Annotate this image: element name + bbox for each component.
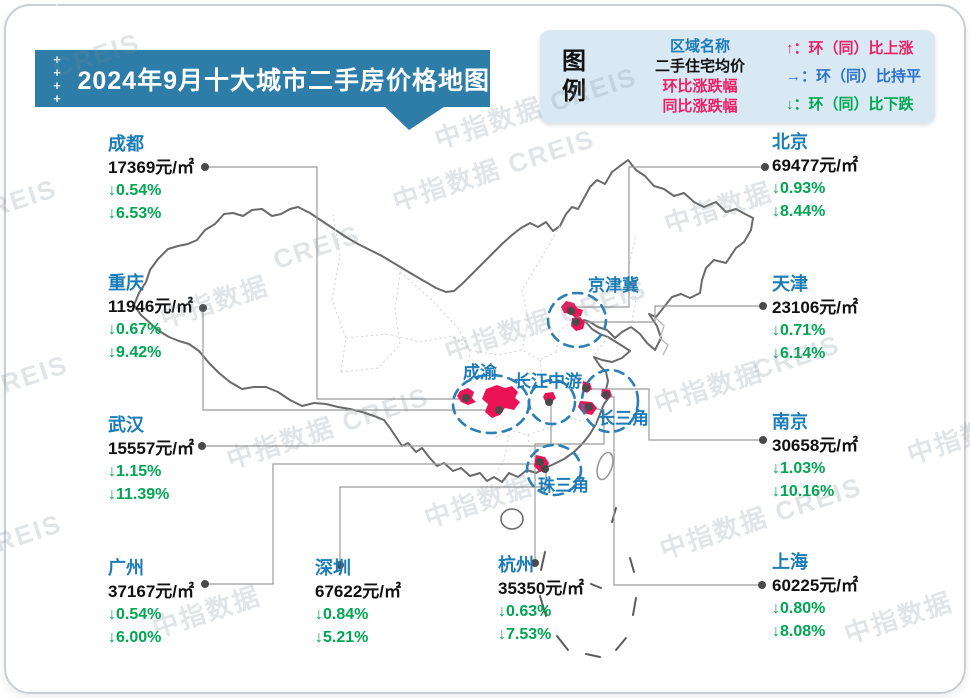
plus-pattern: ++++++++++++++++ xyxy=(53,0,61,184)
city-mom: ↓0.80% xyxy=(772,600,826,617)
connector-dots xyxy=(198,163,769,589)
city-block-chongqing: 重庆 11946元/㎡ ↓0.67% ↓9.42% xyxy=(108,272,193,364)
circle-yangtze-delta xyxy=(580,368,640,434)
korea-peninsula xyxy=(655,317,669,356)
city-name: 武汉 xyxy=(108,415,144,435)
city-name: 深圳 xyxy=(315,558,351,578)
city-price: 11946元/㎡ xyxy=(108,297,194,316)
city-yoy: ↓10.16% xyxy=(772,483,835,500)
city-block-chengdu: 成都 17369元/㎡ ↓0.54% ↓6.53% xyxy=(108,133,194,225)
legend-box: 图例 区域名称 二手住宅均价 环比涨跌幅 同比涨跌幅 ↑：环（同）比上涨 →：环… xyxy=(540,30,935,123)
banner-tail xyxy=(383,105,447,130)
connector-shenzhen xyxy=(339,471,547,565)
city-name: 成都 xyxy=(108,134,144,154)
city-block-wuhan: 武汉 15557元/㎡ ↓1.15% ↓11.39% xyxy=(108,414,194,506)
title-banner: ++++++++++++++++ 2024年9月十大城市二手房价格地图 xyxy=(35,0,490,183)
city-block-shanghai: 上海 60225元/㎡ ↓0.80% ↓8.08% xyxy=(772,551,858,643)
legend-arrow-flat: →：环（同）比持平 xyxy=(786,67,922,85)
legend-item-yoy-change: 同比涨跌幅 xyxy=(662,97,738,115)
city-price: 67622元/㎡ xyxy=(315,582,401,601)
city-yoy: ↓8.44% xyxy=(772,203,826,220)
city-yoy: ↓7.53% xyxy=(498,626,552,643)
city-mom: ↓0.93% xyxy=(772,180,826,197)
region-label-jingjinji: 京津冀 xyxy=(588,276,639,295)
connector-chengdu xyxy=(205,166,462,400)
connector-shanghai xyxy=(608,396,762,586)
blob-chongqing xyxy=(482,385,520,418)
city-yoy: ↓9.42% xyxy=(108,344,162,361)
city-name: 重庆 xyxy=(108,273,144,293)
city-mom: ↓0.63% xyxy=(498,603,552,620)
city-mom: ↓0.67% xyxy=(108,321,162,338)
city-mom: ↓0.84% xyxy=(315,606,369,623)
city-block-tianjin: 天津 23106元/㎡ ↓0.71% ↓6.14% xyxy=(772,273,858,365)
city-yoy: ↓6.14% xyxy=(772,345,826,362)
city-name: 杭州 xyxy=(498,555,534,575)
city-price: 30658元/㎡ xyxy=(772,436,858,455)
city-block-guangzhou: 广州 37167元/㎡ ↓0.54% ↓6.00% xyxy=(108,557,194,649)
islands xyxy=(500,317,669,658)
connector-lines xyxy=(202,166,765,586)
region-label-yangtze-delta: 长三角 xyxy=(598,409,649,428)
city-name: 北京 xyxy=(772,132,808,152)
circle-middle-yangtze xyxy=(527,378,577,426)
city-price: 69477元/㎡ xyxy=(772,156,858,175)
legend-arrow-key: ↑：环（同）比上涨 →：环（同）比持平 ↓：环（同）比下跌 xyxy=(786,35,921,119)
city-price: 37167元/㎡ xyxy=(108,582,194,601)
circle-jingjinji xyxy=(546,291,608,349)
city-mom: ↓0.71% xyxy=(772,322,826,339)
city-mom: ↓0.54% xyxy=(108,606,162,623)
city-yoy: ↓8.08% xyxy=(772,623,826,640)
south-sea-dashes xyxy=(539,507,637,658)
region-label-middle-yangtze: 长江中游 xyxy=(514,372,582,391)
city-block-shenzhen: 深圳 67622元/㎡ ↓0.84% ↓5.21% xyxy=(315,557,401,649)
taiwan-island xyxy=(596,451,614,481)
connector-chongqing xyxy=(202,308,494,411)
legend-heading: 图例 xyxy=(562,47,586,105)
connector-guangzhou xyxy=(205,463,535,585)
china-outline xyxy=(133,159,754,483)
city-mom: ↓1.03% xyxy=(772,460,826,477)
hainan-island xyxy=(500,508,524,530)
city-yoy: ↓6.00% xyxy=(108,629,162,646)
circle-pearl-delta xyxy=(525,443,583,497)
connector-nanjing xyxy=(590,388,763,441)
legend-item-mom-change: 环比涨跌幅 xyxy=(662,77,738,95)
city-yoy: ↓5.21% xyxy=(315,629,369,646)
region-label-chengyu: 成渝 xyxy=(463,363,497,382)
connector-hangzhou xyxy=(534,407,605,563)
city-price: 60225元/㎡ xyxy=(772,576,858,595)
city-name: 上海 xyxy=(772,552,808,572)
city-price: 17369元/㎡ xyxy=(108,158,194,177)
legend-arrow-up: ↑：环（同）比上涨 xyxy=(786,39,914,57)
legend-arrow-down: ↓：环（同）比下跌 xyxy=(786,95,914,113)
city-mom: ↓1.15% xyxy=(108,463,162,480)
city-block-hangzhou: 杭州 35350元/㎡ ↓0.63% ↓7.53% xyxy=(498,554,584,646)
city-name: 南京 xyxy=(772,412,808,432)
city-price: 15557元/㎡ xyxy=(108,439,194,458)
city-block-nanjing: 南京 30658元/㎡ ↓1.03% ↓10.16% xyxy=(772,411,858,503)
region-circles xyxy=(451,291,640,497)
region-label-pearl-delta: 珠三角 xyxy=(538,476,589,495)
connector-tianjin xyxy=(580,305,763,323)
legend-item-region-name: 区域名称 xyxy=(669,37,730,55)
legend-items: 区域名称 二手住宅均价 环比涨跌幅 同比涨跌幅 xyxy=(630,37,770,117)
city-name: 广州 xyxy=(108,558,144,578)
city-mom: ↓0.54% xyxy=(108,182,162,199)
city-price: 23106元/㎡ xyxy=(772,298,858,317)
city-price: 35350元/㎡ xyxy=(498,579,584,598)
page-title: 2024年9月十大城市二手房价格地图 xyxy=(77,66,490,95)
city-name: 天津 xyxy=(772,274,808,294)
city-block-beijing: 北京 69477元/㎡ ↓0.93% ↓8.44% xyxy=(772,131,858,223)
legend-item-avg-price: 二手住宅均价 xyxy=(654,57,745,75)
city-yoy: ↓6.53% xyxy=(108,205,162,222)
city-yoy: ↓11.39% xyxy=(108,486,170,503)
